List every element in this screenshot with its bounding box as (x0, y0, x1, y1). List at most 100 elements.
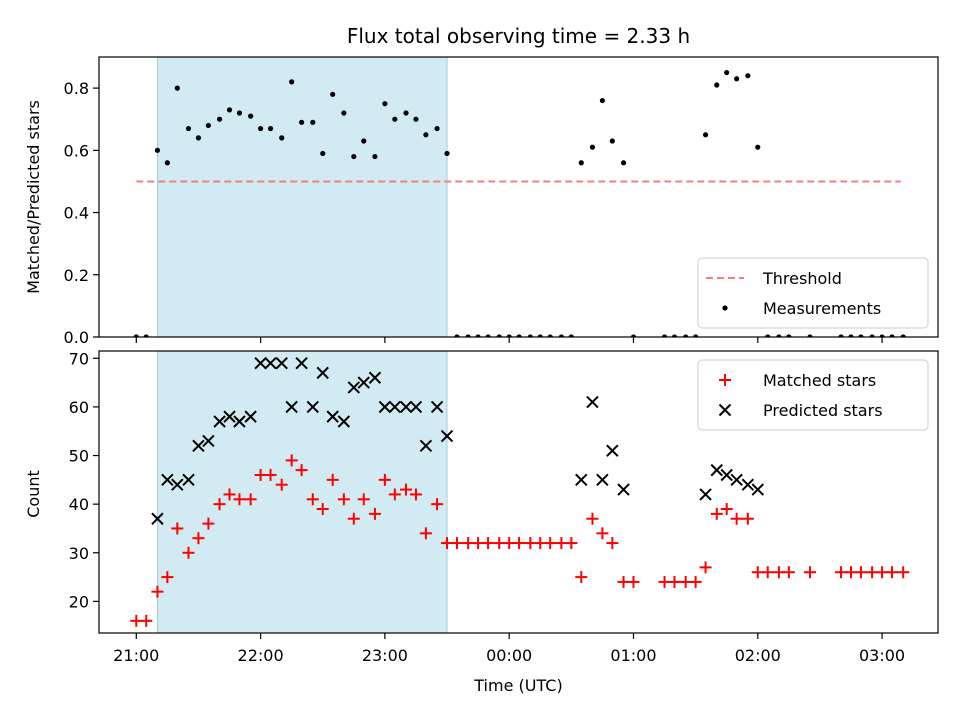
predicted-star-point (223, 410, 236, 423)
measurement-point (185, 125, 192, 132)
measurement-point (465, 334, 471, 337)
measurement-point (143, 334, 149, 337)
measurement-point (310, 119, 316, 125)
x-stroke-b (741, 478, 755, 491)
x-stroke-b (617, 483, 630, 496)
matched-star-point (782, 566, 795, 579)
predicted-star-point (244, 410, 257, 423)
predicted-star-point (586, 395, 599, 409)
measurement-point (413, 116, 419, 122)
measurement-point (869, 334, 875, 337)
matched-star-point (741, 512, 754, 525)
matched-star-point (275, 478, 288, 491)
matched-star-point (689, 575, 702, 588)
x-stroke-b (357, 376, 370, 389)
measurement-point (133, 334, 139, 337)
x-stroke-b (730, 473, 743, 487)
predicted-star-point (295, 356, 308, 370)
x-stroke-b (718, 403, 732, 417)
matched-star-point (586, 512, 599, 525)
measurement-point (776, 334, 782, 337)
y-tick-label: 30 (69, 544, 89, 563)
measurement-point (661, 334, 668, 337)
predicted-star-point (202, 434, 215, 448)
matched-star-point (575, 571, 588, 584)
matched-star-point (347, 512, 360, 525)
predicted-star-point (741, 478, 755, 491)
x-stroke-b (275, 356, 288, 370)
x-stroke-b (171, 478, 184, 491)
measurement-point (216, 116, 223, 122)
measurement-point (537, 334, 543, 337)
panel-frame (98, 350, 939, 634)
measurement-point (765, 334, 771, 337)
matched-star-point (450, 537, 463, 550)
x-tick-label: 22:00 (238, 646, 284, 665)
matched-star-point (897, 566, 910, 579)
measurement-point (547, 334, 553, 337)
x-stroke-b (192, 439, 205, 453)
matched-star-point (668, 575, 681, 588)
measurement-point (257, 125, 264, 132)
predicted-star-point (337, 415, 351, 428)
x-stroke-b (710, 463, 723, 477)
x-stroke-b (306, 400, 319, 414)
x-stroke-b (399, 400, 413, 414)
predicted-star-point (285, 400, 298, 414)
x-tick-label: 03:00 (859, 646, 905, 665)
legend-label: Matched stars (763, 371, 876, 390)
predicted-star-point (751, 483, 764, 496)
measurement-point (516, 334, 522, 337)
x-stroke-b (285, 400, 298, 414)
measurement-point (382, 101, 388, 107)
predicted-star-point (419, 439, 433, 453)
measurement-point (838, 334, 844, 337)
matched-star-point (192, 532, 205, 545)
x-stroke-b (699, 488, 712, 501)
matched-star-point (171, 522, 184, 535)
matched-star-point (368, 507, 381, 520)
measurement-point (423, 132, 429, 138)
measurement-point (879, 334, 885, 337)
legend: Matched stars Predicted stars (697, 359, 929, 431)
x-stroke-b (720, 468, 733, 482)
measurement-point (475, 334, 481, 337)
matched-star-point (606, 537, 619, 550)
x-stroke-b (586, 395, 599, 409)
count-panel: 20 30 40 50 60 70 21:00 22:00 23:00 00:00 01:00 02:… (69, 349, 939, 665)
matched-star-point (202, 517, 215, 530)
matched-star-point (233, 493, 246, 506)
legend: Threshold Measurements (697, 257, 929, 329)
measurement-point (558, 334, 564, 337)
chart-title: Flux total observing time = 2.33 h (347, 24, 690, 48)
x-stroke-b (347, 381, 361, 394)
matched-star-point (337, 493, 350, 506)
measurement-point (351, 153, 357, 160)
x-stroke-b (419, 439, 433, 453)
matched-star-point (627, 575, 640, 588)
x-stroke-b (337, 415, 351, 428)
measurement-point (248, 113, 254, 119)
x-stroke-b (440, 429, 454, 443)
measurement-point (330, 91, 336, 97)
measurement-point (724, 69, 730, 76)
matched-star-point (409, 488, 422, 501)
predicted-star-point (720, 468, 733, 482)
series-matched-stars (130, 454, 910, 627)
x-stroke-b (388, 400, 402, 414)
y-tick-label: 20 (69, 592, 89, 611)
x-stroke-b (182, 473, 195, 487)
x-stroke-b (202, 434, 215, 448)
matched-star-point (419, 527, 432, 540)
measurement-point (174, 85, 180, 91)
x-stroke-b (316, 366, 329, 380)
x-stroke-b (233, 415, 246, 428)
matched-star-point (565, 537, 578, 550)
y-tick-label: 40 (69, 495, 89, 514)
x-tick-label: 23:00 (362, 646, 408, 665)
x-tick-label: 02:00 (735, 646, 781, 665)
matched-star-point (400, 483, 413, 496)
measurement-point (506, 334, 512, 337)
predicted-star-point (388, 400, 402, 414)
